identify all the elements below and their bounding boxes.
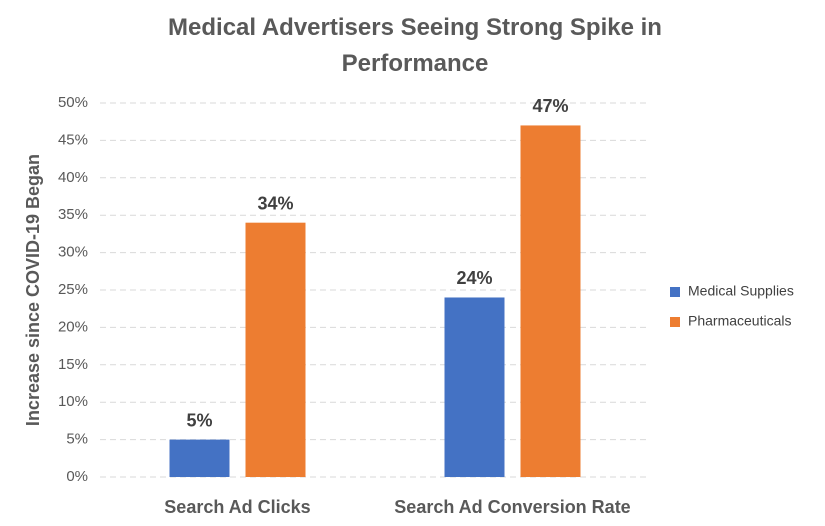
bar [520,125,581,477]
y-tick-label: 45% [58,131,88,148]
y-tick-label: 20% [58,318,88,335]
legend-swatch [670,317,680,327]
value-label: 34% [257,193,293,213]
y-tick-label: 5% [66,431,88,448]
bar [245,222,306,477]
y-tick-label: 30% [58,244,88,261]
x-tick-label: Search Ad Clicks [164,497,310,517]
legend-label: Pharmaceuticals [688,313,792,329]
y-tick-label: 10% [58,393,88,410]
y-tick-label: 25% [58,281,88,298]
y-tick-label: 35% [58,206,88,223]
chart-title: Medical Advertisers Seeing Strong Spike … [168,14,662,77]
y-tick-label: 15% [58,356,88,373]
y-axis-label: Increase since COVID-19 Began [23,154,43,426]
y-tick-label: 50% [58,94,88,111]
y-tick-label: 40% [58,169,88,186]
y-tick-label: 0% [66,468,88,485]
value-label: 5% [186,410,212,430]
bar [444,297,505,477]
bar [169,439,230,477]
legend-label: Medical Supplies [688,283,794,299]
value-label: 24% [456,268,492,288]
x-tick-label: Search Ad Conversion Rate [394,497,630,517]
value-label: 47% [532,96,568,116]
legend-swatch [670,287,680,297]
